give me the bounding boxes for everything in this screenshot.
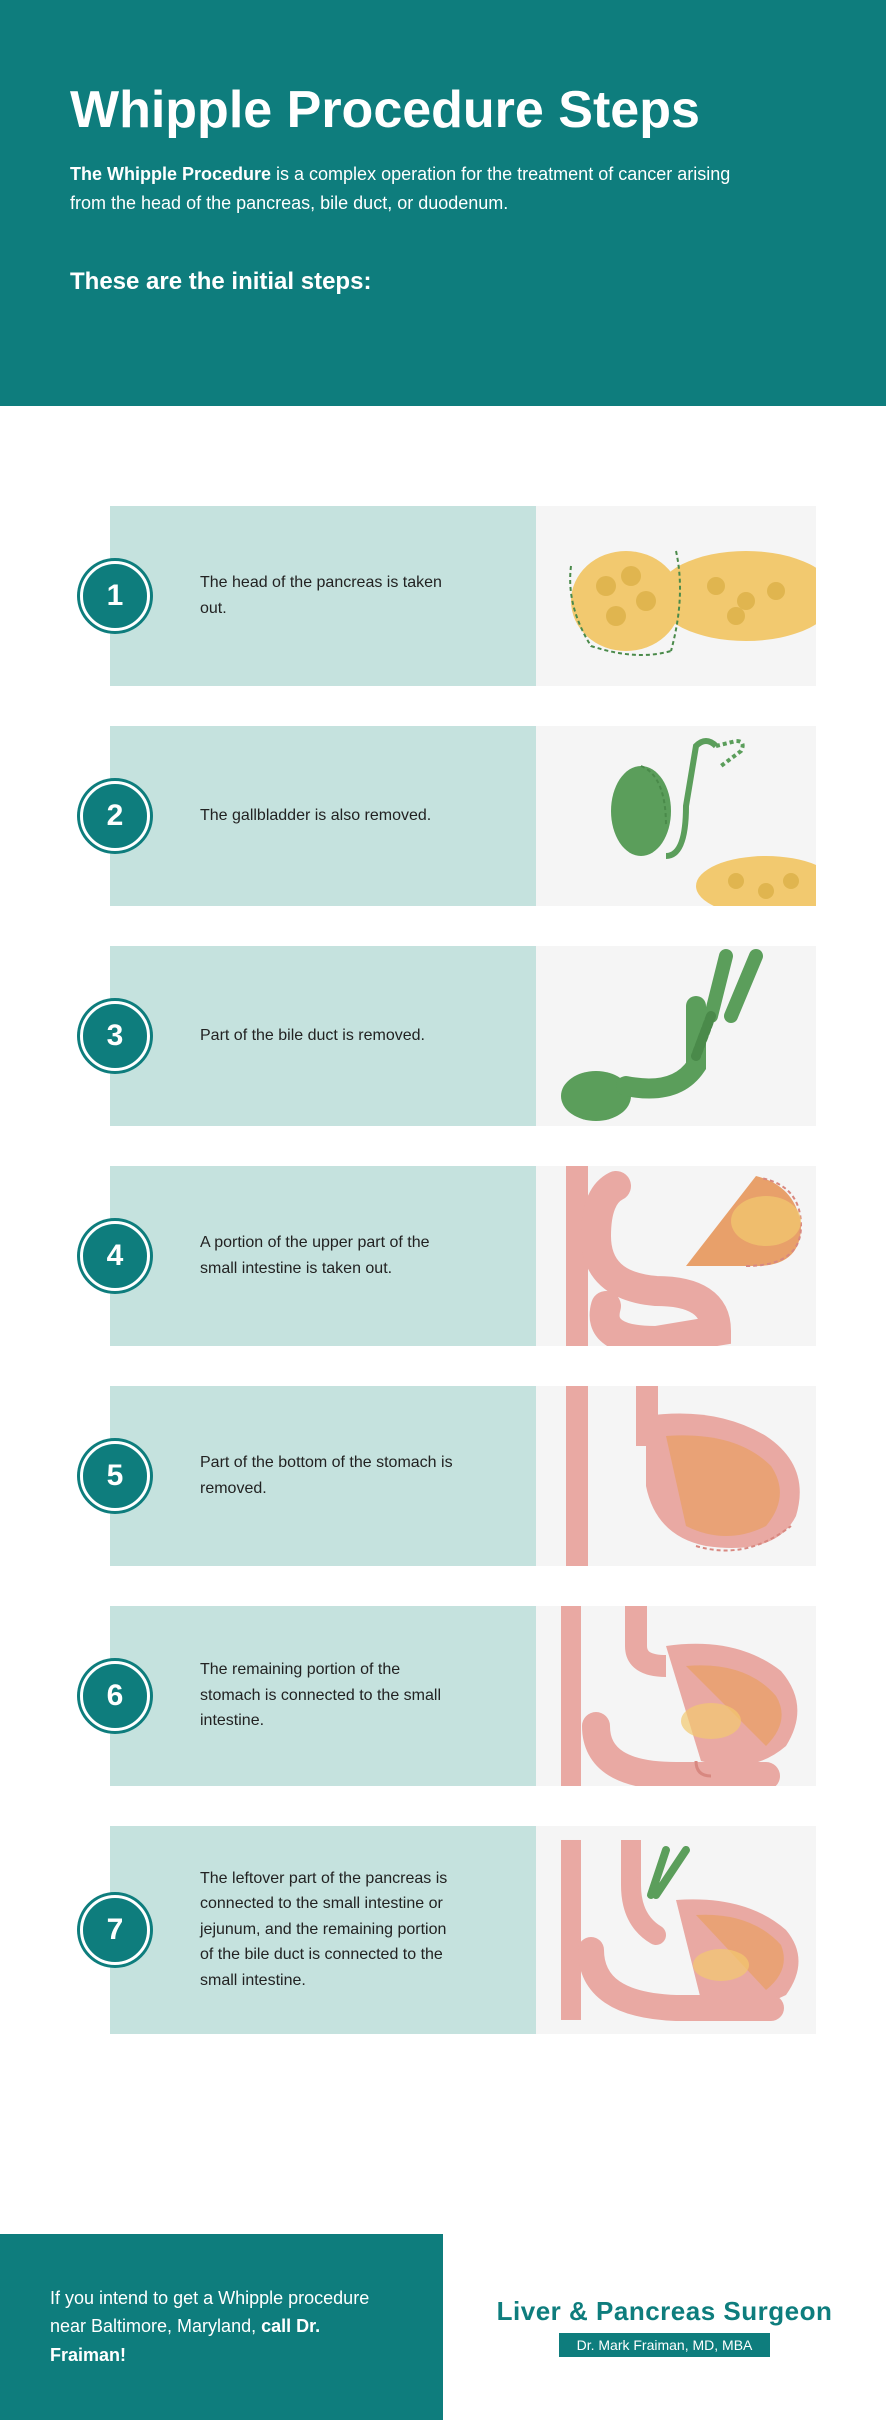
step-row: 7 The leftover part of the pancreas is c… bbox=[70, 1826, 816, 2034]
step-text-panel: Part of the bottom of the stomach is rem… bbox=[110, 1386, 536, 1566]
step-illustration bbox=[536, 1386, 816, 1566]
step-description: A portion of the upper part of the small… bbox=[200, 1230, 460, 1281]
step-number-badge: 3 bbox=[80, 1001, 150, 1071]
step-row: 3 Part of the bile duct is removed. bbox=[70, 946, 816, 1126]
step-row: 2 The gallbladder is also removed. bbox=[70, 726, 816, 906]
step-description: The head of the pancreas is taken out. bbox=[200, 570, 460, 621]
step-illustration bbox=[536, 1606, 816, 1786]
step-illustration bbox=[536, 946, 816, 1126]
step-row: 5 Part of the bottom of the stomach is r… bbox=[70, 1386, 816, 1566]
footer: If you intend to get a Whipple procedure… bbox=[0, 2234, 886, 2420]
step-illustration bbox=[536, 726, 816, 906]
step-description: Part of the bile duct is removed. bbox=[200, 1023, 425, 1049]
step-text-panel: The leftover part of the pancreas is con… bbox=[110, 1826, 536, 2034]
step-number-badge: 4 bbox=[80, 1221, 150, 1291]
header: Whipple Procedure Steps The Whipple Proc… bbox=[0, 0, 886, 406]
footer-cta: If you intend to get a Whipple procedure… bbox=[0, 2234, 443, 2420]
step-description: The remaining portion of the stomach is … bbox=[200, 1657, 460, 1734]
step-description: The gallbladder is also removed. bbox=[200, 803, 431, 829]
step-number-badge: 5 bbox=[80, 1441, 150, 1511]
intro-text: The Whipple Procedure is a complex opera… bbox=[70, 160, 750, 218]
footer-brand: Liver & Pancreas Surgeon Dr. Mark Fraima… bbox=[443, 2234, 886, 2420]
step-text-panel: The head of the pancreas is taken out. bbox=[110, 506, 536, 686]
step-row: 4 A portion of the upper part of the sma… bbox=[70, 1166, 816, 1346]
step-row: 1 The head of the pancreas is taken out. bbox=[70, 506, 816, 686]
step-number-badge: 2 bbox=[80, 781, 150, 851]
step-number-badge: 7 bbox=[80, 1895, 150, 1965]
cta-pre: If you intend to get a Whipple procedure… bbox=[50, 2288, 369, 2337]
intro-bold: The Whipple Procedure bbox=[70, 164, 271, 184]
step-row: 6 The remaining portion of the stomach i… bbox=[70, 1606, 816, 1786]
steps-list: 1 The head of the pancreas is taken out.… bbox=[0, 406, 886, 2174]
step-text-panel: A portion of the upper part of the small… bbox=[110, 1166, 536, 1346]
doctor-name: Dr. Mark Fraiman, MD, MBA bbox=[559, 2333, 771, 2357]
step-text-panel: The gallbladder is also removed. bbox=[110, 726, 536, 906]
step-text-panel: The remaining portion of the stomach is … bbox=[110, 1606, 536, 1786]
step-description: Part of the bottom of the stomach is rem… bbox=[200, 1450, 460, 1501]
step-number-badge: 1 bbox=[80, 561, 150, 631]
step-text-panel: Part of the bile duct is removed. bbox=[110, 946, 536, 1126]
subtitle: These are the initial steps: bbox=[70, 268, 816, 296]
step-description: The leftover part of the pancreas is con… bbox=[200, 1866, 460, 1994]
step-illustration bbox=[536, 506, 816, 686]
brand-name: Liver & Pancreas Surgeon bbox=[497, 2296, 833, 2327]
step-number-badge: 6 bbox=[80, 1661, 150, 1731]
step-illustration bbox=[536, 1166, 816, 1346]
page-title: Whipple Procedure Steps bbox=[70, 80, 816, 140]
step-illustration bbox=[536, 1826, 816, 2034]
